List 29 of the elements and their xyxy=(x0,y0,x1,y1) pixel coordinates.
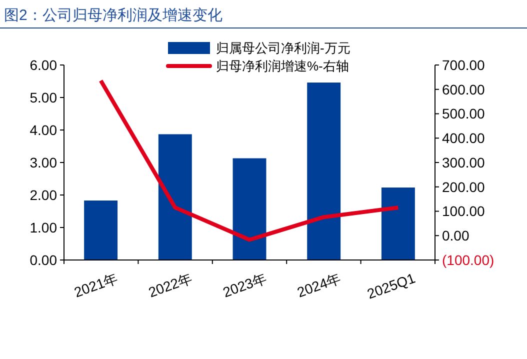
y-tick-label: 6.00 xyxy=(30,56,58,73)
y2-tick-label: 700.00 xyxy=(442,56,486,73)
y2-tick-label: 200.00 xyxy=(442,178,486,195)
line-series xyxy=(98,78,400,242)
bar xyxy=(381,188,415,260)
bar xyxy=(84,200,118,260)
bar xyxy=(158,134,192,260)
chart-title: 图2：公司归母净利润及增速变化 xyxy=(4,7,222,24)
y-tick-label: 0.00 xyxy=(30,252,58,268)
y2-tick-label: 500.00 xyxy=(442,106,486,122)
y2-tick-label: 400.00 xyxy=(442,130,486,146)
legend-label: 归属母公司净利润-万元 xyxy=(216,40,350,56)
x-tick-label: 2022年 xyxy=(146,270,194,300)
bar xyxy=(307,82,341,260)
y2-tick-label: 300.00 xyxy=(442,154,486,170)
x-tick-label: 2024年 xyxy=(294,270,343,300)
y-tick-label: 2.00 xyxy=(30,186,58,203)
y2-tick-label: 600.00 xyxy=(442,81,486,98)
y-tick-label: 4.00 xyxy=(30,122,58,138)
legend-label: 归母净利润增速%-右轴 xyxy=(216,58,349,74)
y2-tick-label: (100.00) xyxy=(442,252,494,268)
y2-tick-label: 0.00 xyxy=(442,228,470,244)
bar xyxy=(232,158,266,260)
y-tick-label: 1.00 xyxy=(30,219,58,236)
x-tick-label: 2021年 xyxy=(72,270,120,300)
y-tick-label: 5.00 xyxy=(30,89,58,106)
y-tick-label: 3.00 xyxy=(30,154,58,170)
y2-tick-label: 100.00 xyxy=(442,203,486,220)
x-tick-label: 2023年 xyxy=(220,270,269,300)
